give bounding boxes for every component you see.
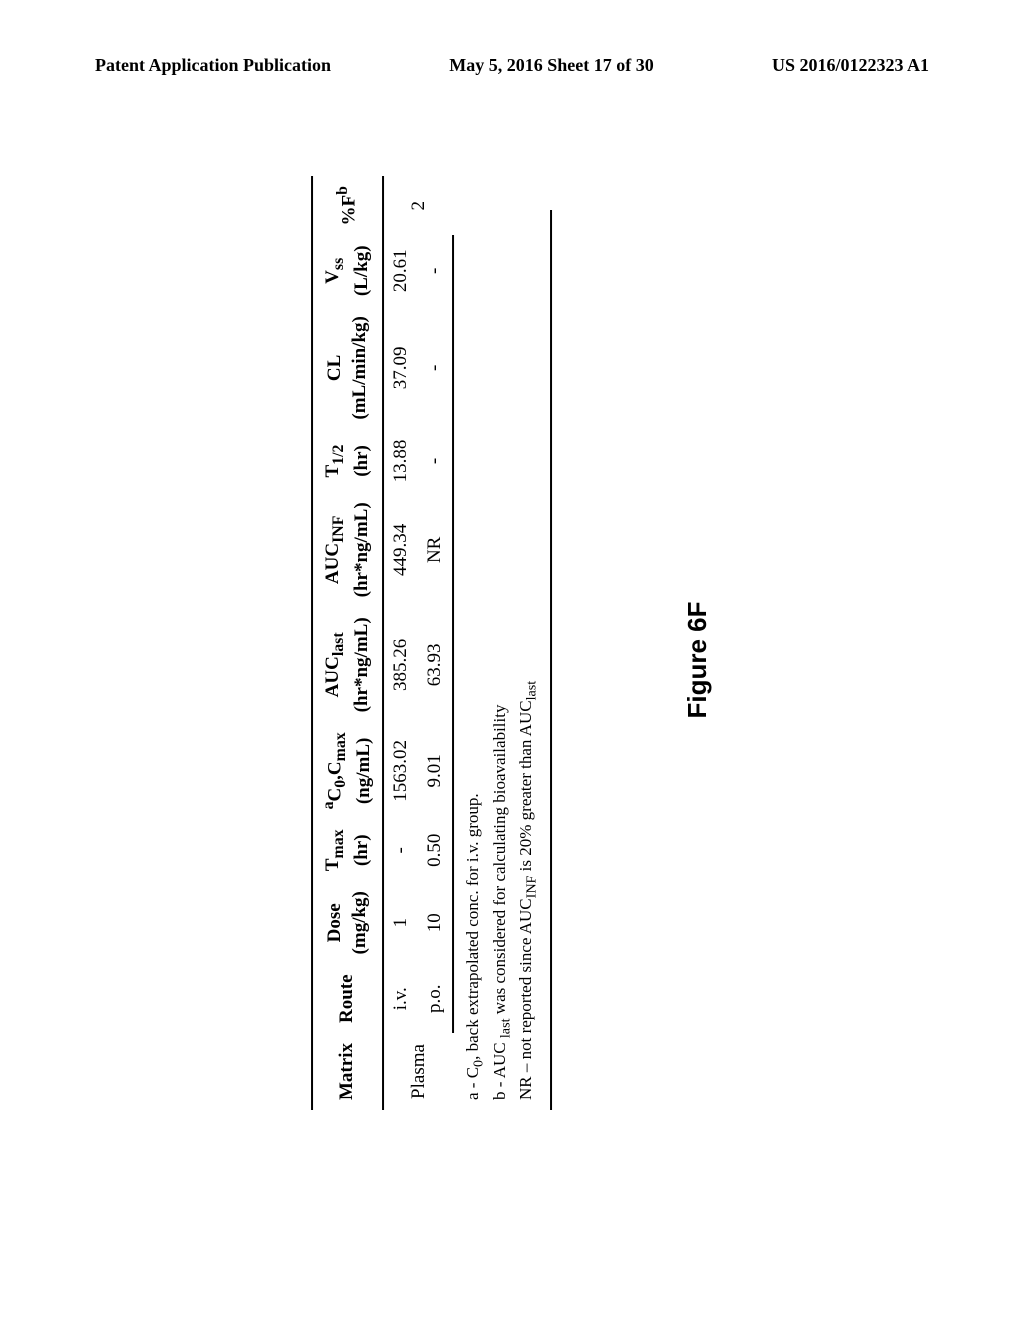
figure-content: Matrix Route Dose (mg/kg) Tmax (hr) aC0,… — [311, 210, 713, 1110]
table-row: p.o. 10 0.50 9.01 63.93 NR - - - — [418, 176, 453, 1110]
page-header: Patent Application Publication May 5, 20… — [0, 55, 1024, 76]
cell-thalf: - — [418, 430, 453, 493]
cell-auclast: 63.93 — [418, 607, 453, 722]
cell-aucinf: 449.34 — [383, 492, 418, 607]
footnote-b: b - AUC last was considered for calculat… — [489, 210, 516, 1100]
col-dose: Dose (mg/kg) — [312, 881, 383, 964]
col-aucinf: AUCINF (hr*ng/mL) — [312, 492, 383, 607]
cell-route: i.v. — [383, 964, 418, 1033]
cell-c0cmax: 1563.02 — [383, 722, 418, 819]
footnote-a: a - C0, back extrapolated conc. for i.v.… — [462, 210, 489, 1100]
col-auclast: AUClast (hr*ng/mL) — [312, 607, 383, 722]
cell-route: p.o. — [418, 964, 453, 1033]
cell-vss: - — [418, 235, 453, 306]
cell-auclast: 385.26 — [383, 607, 418, 722]
figure-label: Figure 6F — [682, 210, 713, 1110]
cell-aucinf: NR — [418, 492, 453, 607]
table-row: Plasma i.v. 1 - 1563.02 385.26 449.34 13… — [383, 176, 418, 1110]
col-c0cmax: aC0,Cmax (ng/mL) — [312, 722, 383, 819]
header-left: Patent Application Publication — [95, 55, 331, 76]
col-matrix: Matrix — [312, 1033, 383, 1110]
col-f: %Fb — [312, 176, 383, 235]
table-header-row: Matrix Route Dose (mg/kg) Tmax (hr) aC0,… — [312, 176, 383, 1110]
cell-cl: - — [418, 306, 453, 429]
cell-f: 2 — [383, 176, 453, 235]
header-center: May 5, 2016 Sheet 17 of 30 — [449, 55, 653, 76]
cell-tmax: 0.50 — [418, 819, 453, 881]
cell-thalf: 13.88 — [383, 430, 418, 493]
col-route: Route — [312, 964, 383, 1033]
pk-parameters-table: Matrix Route Dose (mg/kg) Tmax (hr) aC0,… — [311, 176, 454, 1110]
col-cl: CL (mL/min/kg) — [312, 306, 383, 429]
col-tmax: Tmax (hr) — [312, 819, 383, 881]
cell-vss: 20.61 — [383, 235, 418, 306]
cell-tmax: - — [383, 819, 418, 881]
table-footnotes: a - C0, back extrapolated conc. for i.v.… — [462, 210, 552, 1110]
col-thalf: T1/2 (hr) — [312, 430, 383, 493]
cell-matrix: Plasma — [383, 1033, 453, 1110]
cell-c0cmax: 9.01 — [418, 722, 453, 819]
col-vss: Vss (L/kg) — [312, 235, 383, 306]
cell-cl: 37.09 — [383, 306, 418, 429]
cell-dose: 10 — [418, 881, 453, 964]
footnote-nr: NR – not reported since AUCINF is 20% gr… — [515, 210, 542, 1100]
cell-dose: 1 — [383, 881, 418, 964]
header-right: US 2016/0122323 A1 — [772, 55, 929, 76]
